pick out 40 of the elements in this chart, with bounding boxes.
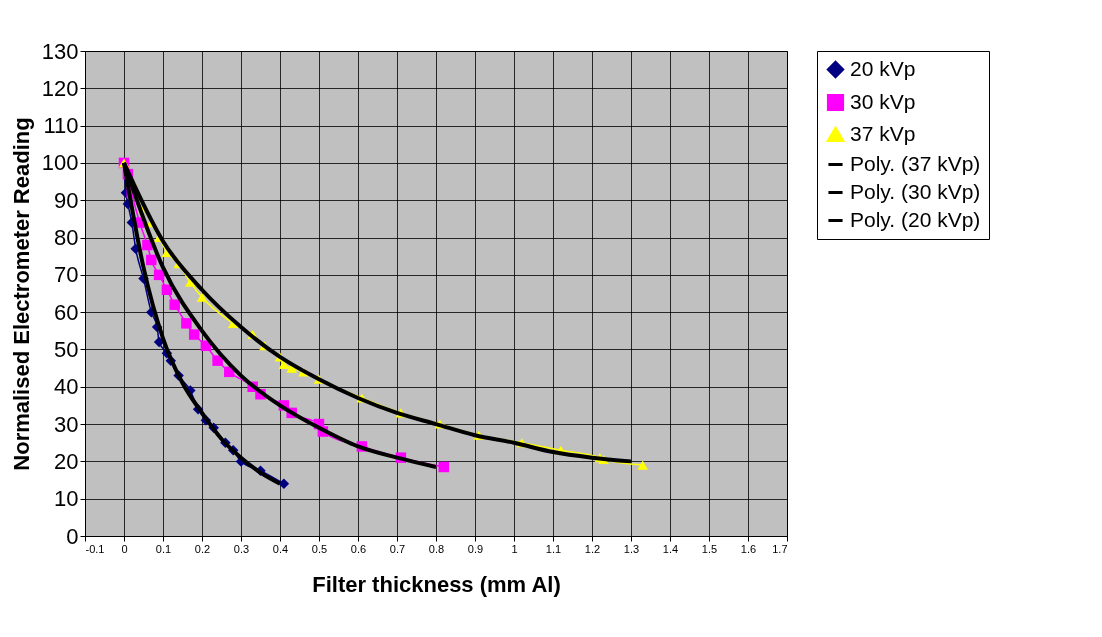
y-tick-label: 40 bbox=[54, 374, 79, 400]
y-tick-label: 120 bbox=[41, 75, 79, 101]
x-tick-label: 1.5 bbox=[701, 542, 718, 555]
x-tick-label: 0.3 bbox=[233, 542, 250, 555]
x-tick-label: 0 bbox=[121, 542, 128, 555]
x-tick-label: 0.8 bbox=[428, 542, 445, 555]
legend-label: Poly. (37 kVp) bbox=[850, 151, 981, 175]
legend-label: 30 kVp bbox=[850, 89, 916, 113]
x-tick-label: 0.5 bbox=[311, 542, 328, 555]
legend-label: 20 kVp bbox=[850, 56, 916, 80]
y-axis-title: Normalised Electrometer Reading bbox=[8, 117, 34, 471]
legend-label: Poly. (20 kVp) bbox=[850, 207, 981, 231]
x-tick-label: 0.7 bbox=[389, 542, 406, 555]
x-tick-label: 1 bbox=[511, 542, 518, 555]
y-tick-label: 70 bbox=[54, 262, 79, 288]
y-tick-label: 110 bbox=[43, 113, 79, 139]
y-tick-label: 90 bbox=[54, 187, 79, 213]
legend-label: Poly. (30 kVp) bbox=[850, 179, 981, 203]
x-tick-label: 1.2 bbox=[584, 542, 601, 555]
x-tick-label: 0.1 bbox=[155, 542, 172, 555]
y-tick-label: 20 bbox=[54, 448, 79, 474]
y-tick-label: 10 bbox=[54, 486, 79, 512]
x-tick-label: -0.1 bbox=[85, 542, 105, 555]
x-tick-label: 0.4 bbox=[272, 542, 289, 555]
y-tick-label: 60 bbox=[54, 299, 79, 325]
x-axis-title: Filter thickness (mm Al) bbox=[312, 571, 561, 597]
x-tick-label: 0.9 bbox=[467, 542, 484, 555]
x-tick-label: 0.6 bbox=[350, 542, 367, 555]
legend-label: 37 kVp bbox=[850, 121, 916, 145]
y-tick-label: 100 bbox=[41, 150, 79, 176]
y-tick-label: 50 bbox=[54, 336, 79, 362]
y-tick-label: 80 bbox=[54, 225, 79, 251]
x-tick-label: 1.4 bbox=[662, 542, 679, 555]
x-tick-label: 1.6 bbox=[740, 542, 757, 555]
y-tick-label: 30 bbox=[54, 411, 79, 437]
x-tick-label: 1.7 bbox=[772, 542, 788, 555]
y-tick-label: 130 bbox=[41, 38, 79, 64]
x-tick-label: 1.3 bbox=[623, 542, 640, 555]
x-tick-label: 1.1 bbox=[545, 542, 562, 555]
x-tick-label: 0.2 bbox=[194, 542, 211, 555]
